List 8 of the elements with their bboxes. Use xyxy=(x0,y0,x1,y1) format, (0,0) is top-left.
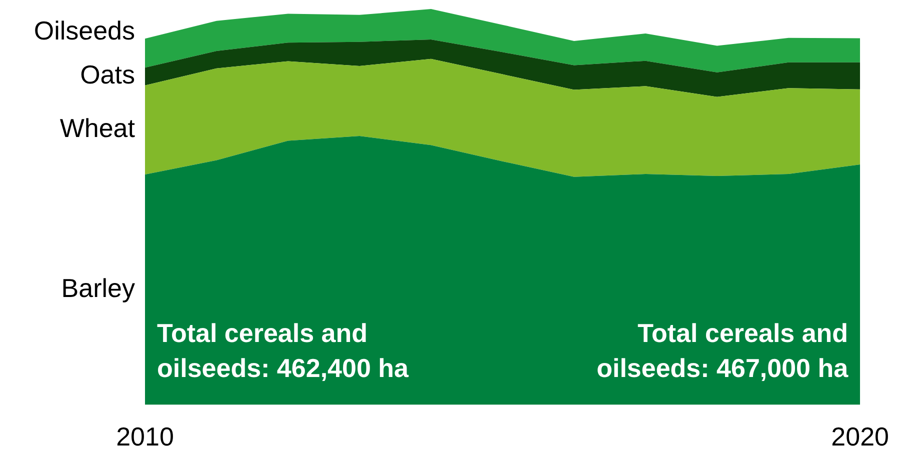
annotation: Total cereals and oilseeds: 462,400 ha xyxy=(157,318,410,383)
series-label: Oilseeds xyxy=(34,16,135,46)
series-label: Barley xyxy=(61,272,135,303)
x-tick-label: 2020 xyxy=(831,422,889,452)
x-tick-label: 2010 xyxy=(116,422,174,452)
annotation: Total cereals and oilseeds: 467,000 ha xyxy=(596,318,849,383)
series-label: Oats xyxy=(80,60,135,90)
series-label: Wheat xyxy=(60,113,136,144)
